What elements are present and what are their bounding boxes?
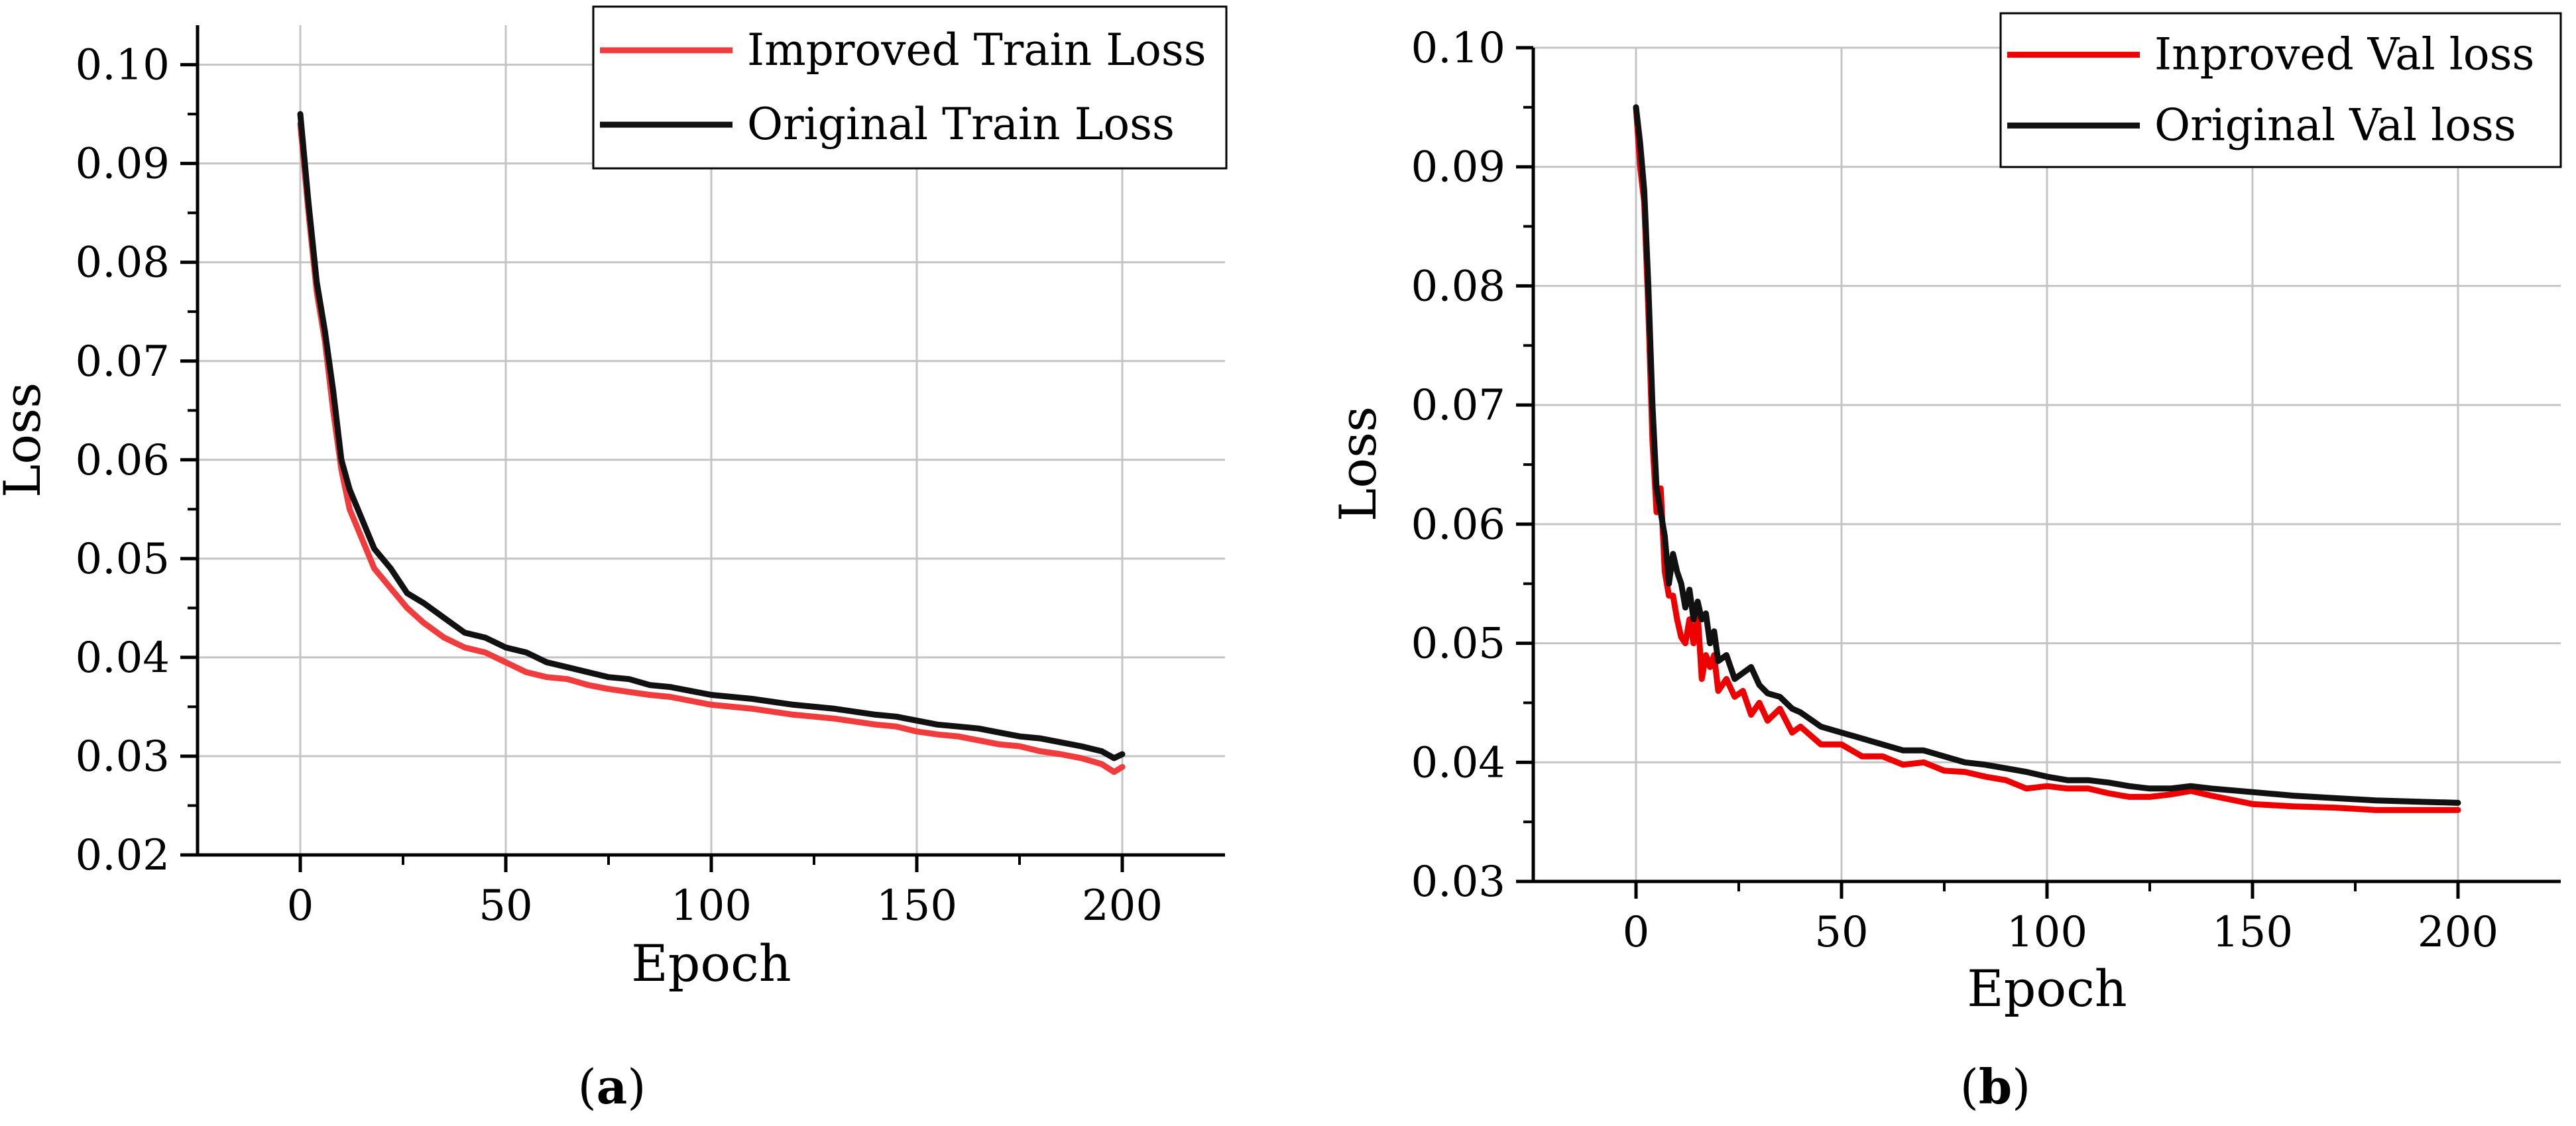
- legend-box: [1999, 12, 2562, 168]
- panel-label-open: (: [578, 1059, 597, 1115]
- series-line-original: [1633, 104, 2461, 806]
- y-tick-label: 0.02: [76, 831, 170, 880]
- y-tick-label: 0.08: [1411, 262, 1506, 311]
- x-axis-title: Epoch: [1967, 959, 2127, 1018]
- legend-box: [592, 5, 1228, 170]
- panel-label-close: ): [627, 1059, 646, 1115]
- x-tick-label: 50: [1814, 908, 1868, 957]
- legend-label: Improved Train Loss: [747, 25, 1206, 76]
- x-tick-label: 200: [1082, 881, 1163, 930]
- panel-label-letter: b: [1979, 1058, 2012, 1115]
- x-tick-label: 0: [1623, 908, 1650, 957]
- panel-label: (a): [578, 1058, 646, 1115]
- y-tick-label: 0.09: [76, 140, 170, 189]
- panel-label-letter: a: [597, 1058, 628, 1115]
- y-tick-label: 0.04: [76, 634, 170, 683]
- y-tick-label: 0.04: [1411, 738, 1506, 787]
- series-line-improved: [297, 121, 1126, 775]
- legend-label: Original Val loss: [2154, 99, 2516, 150]
- x-tick-label: 50: [479, 881, 532, 930]
- y-tick-label: 0.05: [76, 535, 170, 584]
- y-tick-label: 0.07: [1411, 381, 1506, 430]
- y-tick-label: 0.03: [1411, 858, 1506, 907]
- legend-label: Original Train Loss: [747, 99, 1175, 150]
- x-tick-label: 150: [876, 881, 957, 930]
- y-axis-title: Loss: [0, 382, 52, 498]
- y-tick-label: 0.10: [76, 41, 170, 90]
- series-line-original: [297, 111, 1126, 761]
- y-tick-label: 0.06: [76, 436, 170, 485]
- panel-label-open: (: [1960, 1059, 1979, 1115]
- y-tick-label: 0.10: [1411, 24, 1506, 73]
- y-tick-label: 0.07: [76, 337, 170, 386]
- y-axis-title: Loss: [1328, 406, 1387, 522]
- x-tick-label: 0: [287, 881, 314, 930]
- x-tick-label: 150: [2212, 908, 2293, 957]
- x-tick-label: 100: [2007, 908, 2087, 957]
- x-tick-label: 200: [2418, 908, 2498, 957]
- chart-panel-a: 0.02 0.03 0.04 0.05 0.06 0.07 0.08 0.09 0.10 0 50 1…: [0, 5, 1228, 1115]
- x-axis-title: Epoch: [631, 934, 791, 993]
- y-tick-label: 0.09: [1411, 143, 1506, 192]
- legend-label: Inproved Val loss: [2154, 29, 2534, 80]
- y-tick-label: 0.05: [1411, 620, 1506, 669]
- panel-label: (b): [1960, 1058, 2031, 1115]
- chart-panel-b: 0.03 0.04 0.05 0.06 0.07 0.08 0.09 0.10 0 50 100 15…: [1328, 12, 2562, 1115]
- y-tick-label: 0.06: [1411, 500, 1506, 549]
- y-tick-label: 0.08: [76, 239, 170, 288]
- panel-label-close: ): [2012, 1059, 2030, 1115]
- y-tick-label: 0.03: [76, 732, 170, 781]
- series-line-improved: [1633, 104, 2461, 813]
- x-tick-label: 100: [671, 881, 752, 930]
